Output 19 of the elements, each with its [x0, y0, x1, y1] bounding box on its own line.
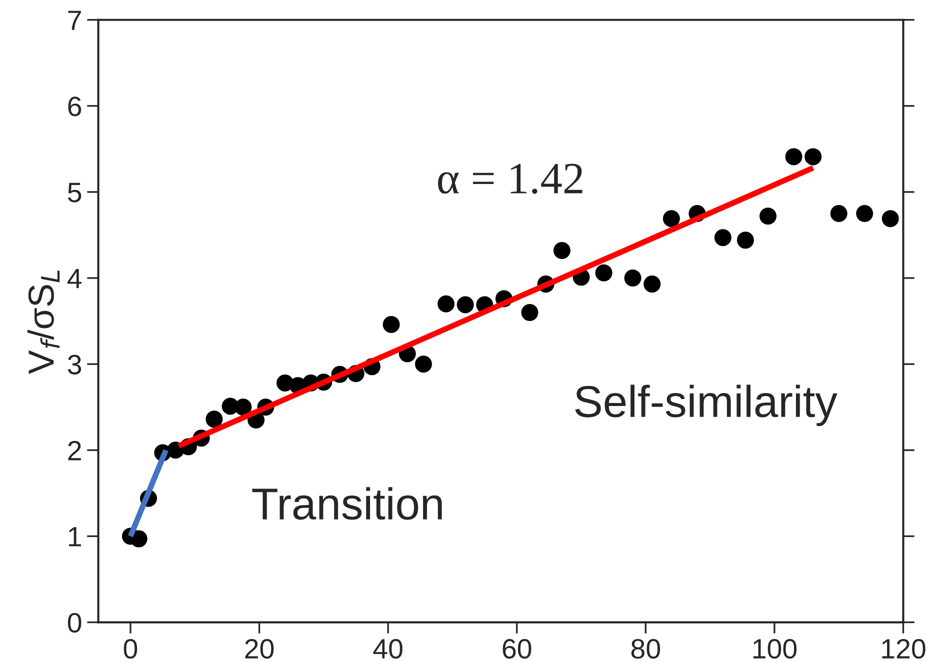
y-tick-label: 5 — [68, 182, 82, 202]
annotation: Self-similarity — [575, 384, 838, 426]
x-tick-label: 60 — [502, 638, 532, 659]
x-tick-label: 80 — [631, 638, 660, 659]
x-tick-label: 20 — [245, 638, 274, 659]
y-tick-label: 7 — [68, 10, 81, 30]
annotation: Transition — [252, 487, 442, 520]
x-tick-label: 40 — [373, 638, 402, 659]
y-tick-label: 2 — [68, 440, 81, 460]
y-tick-label: 3 — [68, 354, 82, 374]
x-tick-label: 120 — [882, 638, 926, 659]
annotation: α = 1.42 — [438, 164, 582, 194]
x-tick-label: 0 — [124, 638, 138, 659]
y-tick-label: 4 — [68, 268, 82, 288]
y-tick-label: 6 — [68, 96, 82, 116]
y-tick-label: 1 — [68, 527, 81, 546]
y-axis-title: V$_{f}$/σS$_{L}$ — [27, 270, 60, 374]
x-tick-label: 100 — [753, 638, 797, 659]
y-tick-label: 0 — [68, 612, 82, 633]
